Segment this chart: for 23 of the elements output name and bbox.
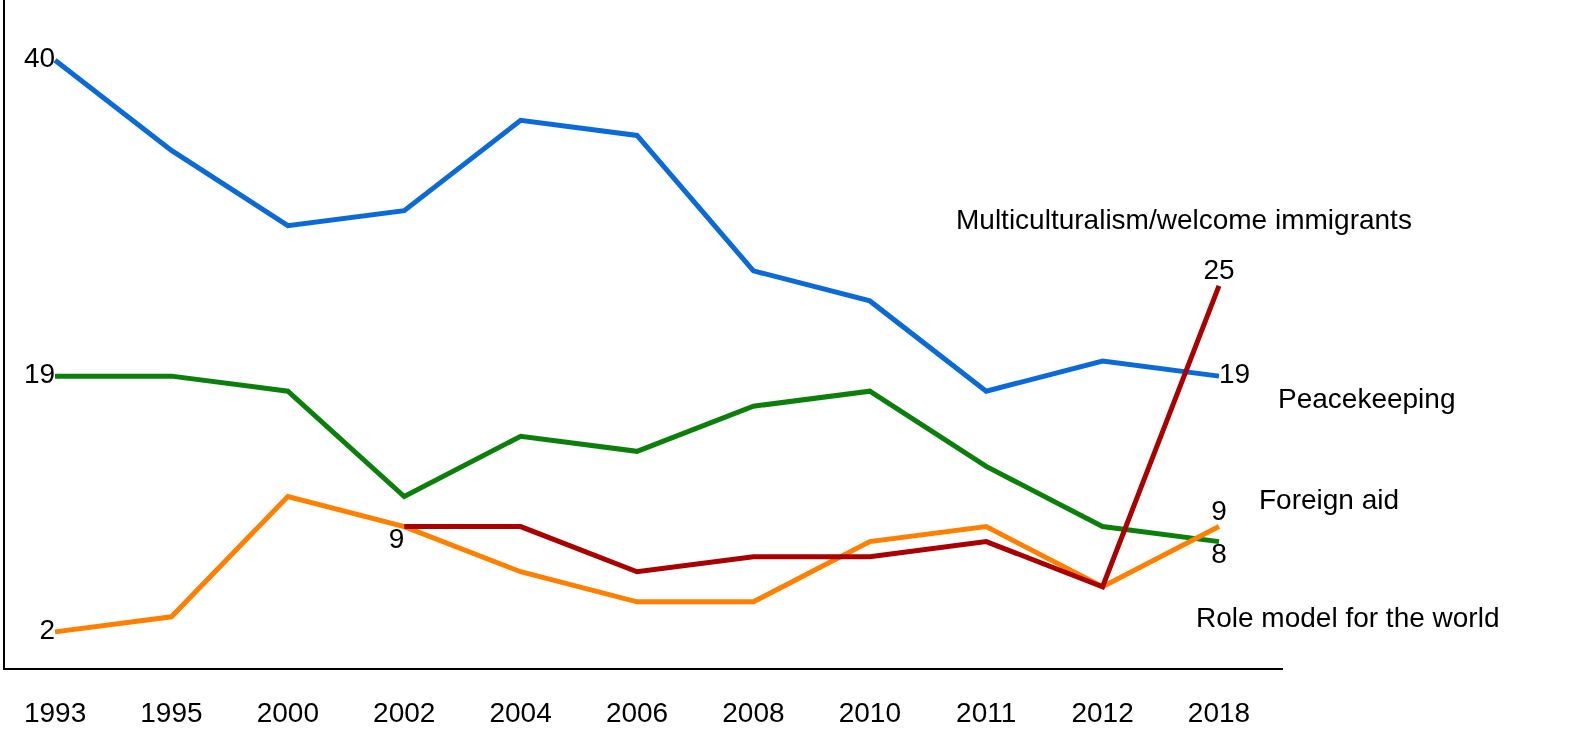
x-tick-label: 1995	[140, 696, 203, 728]
x-tick-label: 2000	[256, 696, 319, 728]
data-label: 9	[1211, 494, 1227, 526]
x-tick-label: 1993	[23, 696, 87, 728]
data-label: 2	[39, 613, 56, 645]
data-label: 40	[23, 42, 56, 74]
data-label: 9	[388, 522, 405, 554]
x-tick-label: 2002	[373, 696, 436, 728]
x-tick-label: 2004	[489, 696, 552, 728]
x-tick-label: 2006	[605, 696, 669, 728]
text: Role model for the world	[1196, 602, 1500, 633]
data-label: 19	[1218, 358, 1251, 390]
x-tick-label: 2010	[838, 696, 901, 728]
x-tick-label: 2011	[956, 696, 1017, 728]
text: Peacekeeping	[1278, 383, 1456, 414]
x-tick-label: 2012	[1071, 696, 1134, 728]
series-label: Foreign aid	[1259, 484, 1400, 515]
data-label: 25	[1203, 253, 1235, 285]
data-label: 8	[1211, 537, 1227, 569]
x-tick-label: 2008	[722, 696, 785, 728]
text: Multiculturalism/welcome immigrants	[956, 204, 1412, 235]
x-tick-label: 2018	[1187, 696, 1251, 728]
data-label: 19	[23, 358, 56, 390]
